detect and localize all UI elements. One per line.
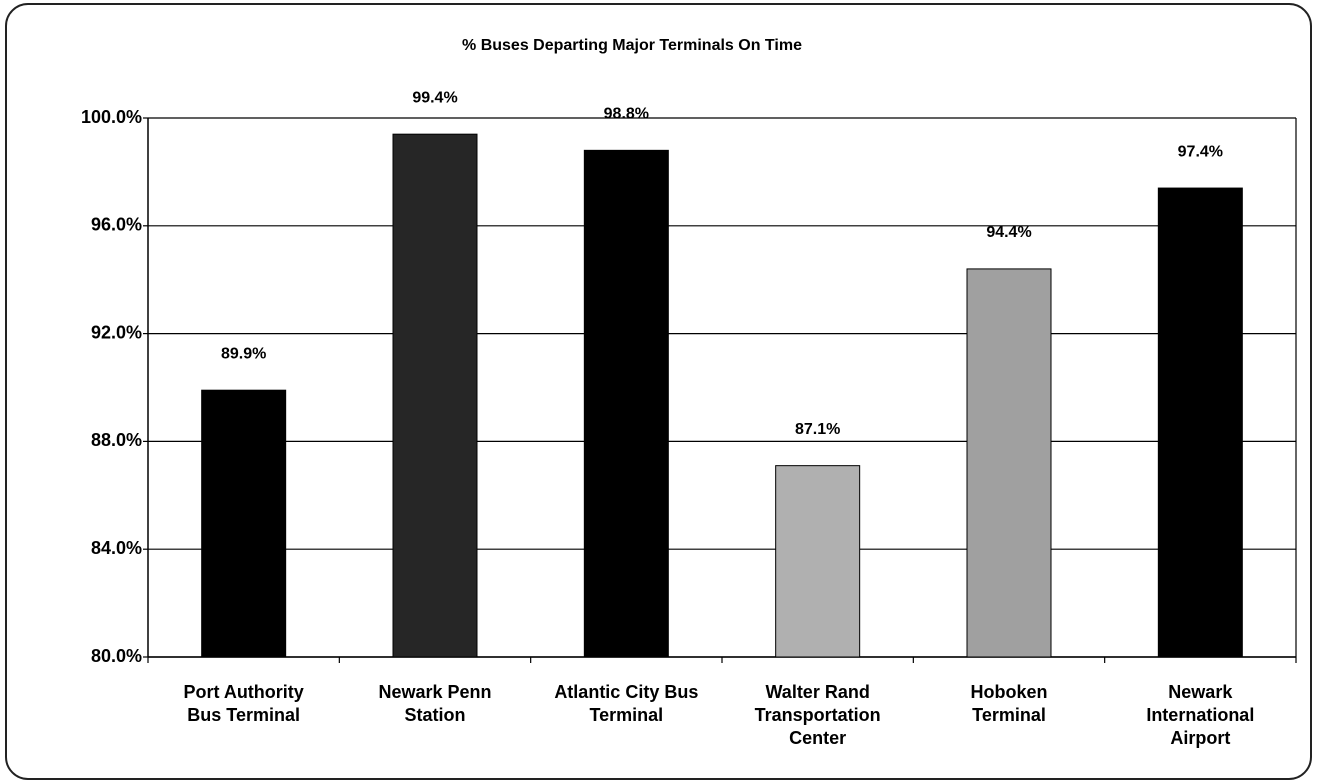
value-label: 89.9% bbox=[221, 345, 266, 362]
x-tick-label: Hoboken Terminal bbox=[970, 682, 1048, 725]
y-tick-label: 100.0% bbox=[81, 107, 142, 127]
x-tick-label: Newark Penn Station bbox=[378, 682, 492, 725]
y-tick-label: 92.0% bbox=[91, 322, 142, 342]
x-tick-label: Newark International Airport bbox=[1146, 682, 1255, 748]
y-tick-label: 88.0% bbox=[91, 430, 142, 450]
bar bbox=[966, 268, 1052, 658]
bar bbox=[201, 389, 287, 658]
chart-title: % Buses Departing Major Terminals On Tim… bbox=[462, 37, 802, 54]
value-label: 94.4% bbox=[986, 224, 1031, 241]
x-tick-label: Walter Rand Transportation Center bbox=[754, 682, 881, 748]
value-label: 97.4% bbox=[1178, 143, 1223, 160]
bar bbox=[583, 149, 669, 658]
value-label: 87.1% bbox=[795, 421, 840, 438]
value-label: 98.8% bbox=[604, 106, 649, 123]
frame bbox=[5, 3, 1312, 780]
x-tick-label: Atlantic City Bus Terminal bbox=[554, 682, 699, 725]
y-tick-label: 80.0% bbox=[91, 646, 142, 666]
bar bbox=[1157, 187, 1243, 658]
bar bbox=[392, 133, 478, 658]
bar bbox=[775, 465, 861, 658]
y-tick-label: 84.0% bbox=[91, 538, 142, 558]
x-tick-label: Port Authority Bus Terminal bbox=[183, 682, 304, 725]
value-label: 99.4% bbox=[412, 89, 457, 106]
y-tick-label: 96.0% bbox=[91, 215, 142, 235]
